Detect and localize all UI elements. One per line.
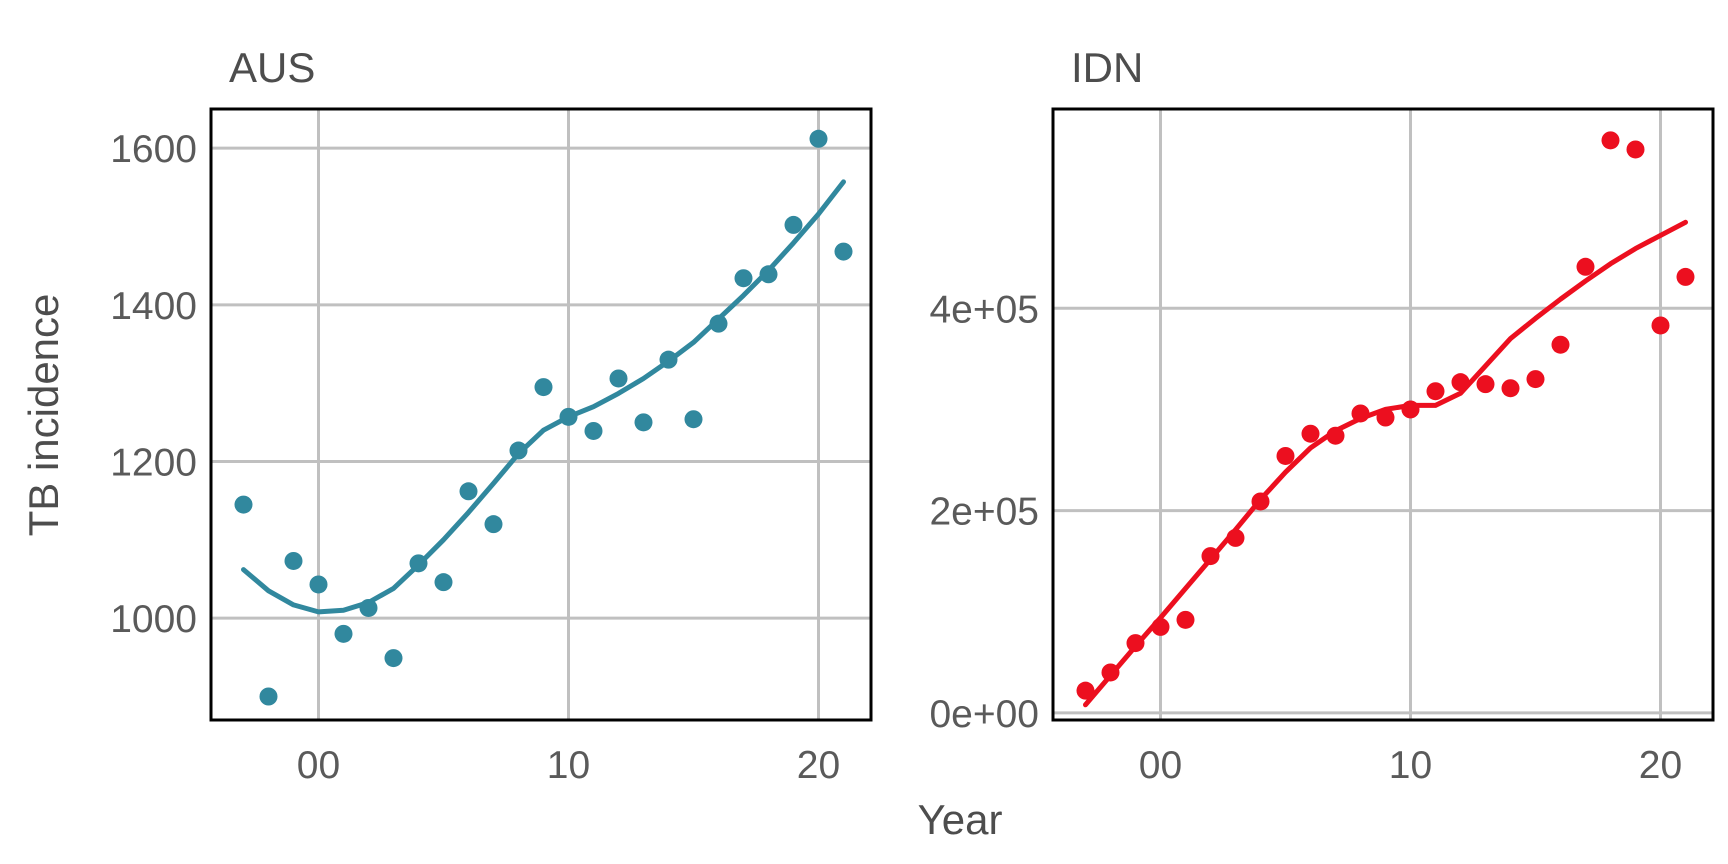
data-point (1126, 634, 1145, 653)
data-point (1451, 373, 1470, 392)
y-tick-label: 1600 (110, 128, 197, 171)
data-point (784, 215, 803, 234)
data-point (1376, 408, 1395, 427)
data-point (834, 242, 853, 261)
data-point (1301, 424, 1320, 443)
y-axis-title: TB incidence (20, 294, 67, 537)
y-tick-label: 1200 (110, 442, 197, 485)
data-point (1426, 382, 1445, 401)
data-point (309, 575, 328, 594)
data-point (1576, 257, 1595, 276)
data-point (1501, 379, 1520, 398)
panel-border (209, 107, 873, 722)
data-point (534, 378, 553, 397)
data-point (634, 413, 653, 432)
data-point (259, 687, 278, 706)
y-tick-label: 0e+00 (929, 693, 1039, 736)
x-tick-label: 10 (1389, 744, 1432, 787)
x-axis-title: Year (918, 796, 1003, 843)
x-tick-label: 00 (1139, 744, 1182, 787)
panel-aus: 1000 1200 1400 1600 00 10 20 AUS (110, 44, 873, 787)
data-point (1476, 375, 1495, 394)
data-point (609, 369, 628, 388)
data-point (434, 573, 453, 592)
panel-border (1051, 107, 1715, 722)
data-point (1076, 681, 1095, 700)
y-tick-label: 1000 (110, 598, 197, 641)
data-point (1251, 492, 1270, 511)
data-point (809, 129, 828, 148)
data-point (1276, 446, 1295, 465)
smooth-line (241, 179, 846, 615)
data-point (359, 598, 378, 617)
data-point (734, 269, 753, 288)
data-point (709, 314, 728, 333)
data-point (284, 551, 303, 570)
y-tick-label: 1400 (110, 285, 197, 328)
data-point (659, 350, 678, 369)
data-point (584, 421, 603, 440)
y-tick-label: 4e+05 (929, 288, 1039, 331)
data-point (459, 482, 478, 501)
data-point (1176, 610, 1195, 629)
x-tick-label: 10 (547, 744, 590, 787)
data-point (484, 515, 503, 534)
data-point (684, 410, 703, 429)
data-point (1201, 547, 1220, 566)
data-point (1526, 370, 1545, 389)
data-point (1551, 335, 1570, 354)
data-point (1401, 400, 1420, 419)
x-tick-label: 20 (797, 744, 840, 787)
data-point (384, 649, 403, 668)
panel-idn: 0e+00 2e+05 4e+05 00 10 20 IDN (929, 44, 1715, 787)
smooth-line (1083, 219, 1688, 708)
panel-title: IDN (1071, 44, 1143, 91)
data-point (1151, 617, 1170, 636)
data-point (1351, 404, 1370, 423)
data-point (759, 265, 778, 284)
data-point (1676, 267, 1695, 286)
data-point (1626, 140, 1645, 159)
data-point (509, 441, 528, 460)
x-tick-label: 20 (1639, 744, 1682, 787)
x-tick-label: 00 (297, 744, 340, 787)
panel-title: AUS (229, 44, 315, 91)
data-point (234, 495, 253, 514)
data-point (334, 624, 353, 643)
data-point (409, 554, 428, 573)
data-point (1101, 663, 1120, 682)
y-tick-label: 2e+05 (929, 491, 1039, 534)
data-point (1226, 528, 1245, 547)
data-point (559, 407, 578, 426)
data-point (1651, 316, 1670, 335)
data-point (1601, 131, 1620, 150)
data-point (1326, 426, 1345, 445)
